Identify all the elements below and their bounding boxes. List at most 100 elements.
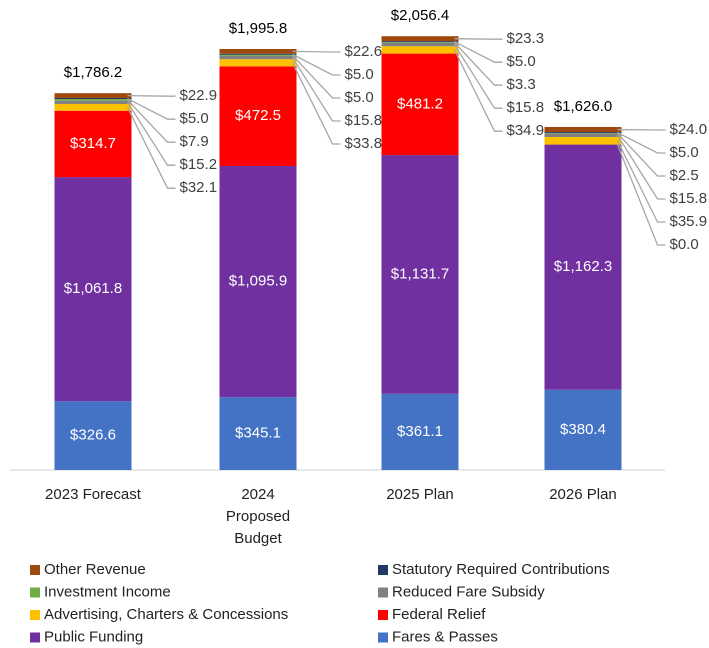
leader-line xyxy=(127,94,176,97)
callout-label: $5.0 xyxy=(180,110,209,127)
leader-line xyxy=(454,42,503,86)
legend-label: Reduced Fare Subsidy xyxy=(392,583,545,600)
leader-line xyxy=(617,132,666,177)
legend-label: Public Funding xyxy=(44,628,143,645)
leader-line xyxy=(454,41,503,63)
leader-line xyxy=(126,107,176,189)
bar-segment xyxy=(381,42,459,43)
bar-segment xyxy=(381,53,459,156)
bar-segment xyxy=(544,132,622,134)
callout-label: $22.6 xyxy=(345,43,383,60)
callout-label: $15.8 xyxy=(507,99,545,116)
legend-swatch xyxy=(378,632,388,643)
x-tick-label: 2023 Forecast xyxy=(45,486,141,503)
bar-segment xyxy=(219,54,297,56)
value-label: $1,061.8 xyxy=(64,280,122,297)
value-label: $481.2 xyxy=(397,95,443,112)
bar-segment xyxy=(381,393,459,470)
leader-line xyxy=(617,132,666,154)
leader-line xyxy=(127,99,176,143)
value-label: $1,131.7 xyxy=(391,265,449,282)
bar-segment xyxy=(381,46,459,54)
x-tick-label: 2025 Plan xyxy=(386,486,454,503)
callout-label: $3.3 xyxy=(507,76,536,93)
bar-segment xyxy=(219,53,297,55)
bar-segment xyxy=(54,93,132,99)
bar-segment xyxy=(544,127,622,133)
leader-line xyxy=(292,50,341,53)
bar-segment xyxy=(219,66,297,167)
callout-label: $5.0 xyxy=(670,144,699,161)
legend-label: Fares & Passes xyxy=(392,628,498,645)
bar-segment xyxy=(544,133,622,134)
value-label: $1,095.9 xyxy=(229,273,287,290)
callout-label: $23.3 xyxy=(507,30,545,47)
callout-label: $7.9 xyxy=(180,133,209,150)
leader-line xyxy=(292,53,341,76)
legend-swatch xyxy=(378,565,388,575)
bar-segment xyxy=(381,41,459,43)
legend-swatch xyxy=(378,610,388,620)
value-label: $472.5 xyxy=(235,107,281,124)
leader-line xyxy=(453,49,503,132)
leader-line xyxy=(292,54,341,99)
bar-segment xyxy=(54,110,132,178)
bar-segment xyxy=(54,100,132,104)
legend-label: Advertising, Charters & Concessions xyxy=(44,606,288,623)
total-label: $1,626.0 xyxy=(554,98,612,115)
bar-segment xyxy=(219,397,297,470)
bar-segment xyxy=(54,98,132,100)
value-label: $326.6 xyxy=(70,427,116,444)
leader-line xyxy=(616,144,666,246)
callout-label: $5.0 xyxy=(345,89,374,106)
legend-label: Statutory Required Contributions xyxy=(392,561,610,578)
leader-line xyxy=(454,38,503,40)
callout-label: $32.1 xyxy=(180,179,218,196)
value-label: $361.1 xyxy=(397,423,443,440)
legend-swatch xyxy=(30,587,40,598)
leader-line xyxy=(127,97,176,120)
callout-label: $2.5 xyxy=(670,167,699,184)
value-label: $345.1 xyxy=(235,425,281,442)
bar-segment xyxy=(54,401,132,470)
legend-swatch xyxy=(378,587,388,598)
value-label: $380.4 xyxy=(560,421,606,438)
bar-segment xyxy=(544,133,622,137)
callout-label: $35.9 xyxy=(670,213,708,230)
bar-segment xyxy=(54,177,132,402)
callout-label: $33.8 xyxy=(345,135,383,152)
bar-segment xyxy=(381,36,459,42)
bar-segment xyxy=(54,103,132,111)
legend-label: Investment Income xyxy=(44,583,171,600)
leader-line xyxy=(616,134,666,200)
callout-label: $0.0 xyxy=(670,236,699,253)
legend-label: Federal Relief xyxy=(392,606,486,623)
leader-line xyxy=(126,102,176,166)
bar-segment xyxy=(381,155,459,394)
x-tick-label: 2024 Proposed Budget xyxy=(225,486,291,547)
value-label: $314.7 xyxy=(70,135,116,152)
callout-label: $5.0 xyxy=(345,66,374,83)
bar-segment xyxy=(219,166,297,398)
legend-swatch xyxy=(30,610,40,620)
value-label: $1,162.3 xyxy=(554,258,612,275)
bar-segment xyxy=(219,55,297,60)
callout-label: $34.9 xyxy=(507,122,545,139)
callout-label: $15.8 xyxy=(345,112,383,129)
bar-segment xyxy=(544,389,622,470)
bar-segment xyxy=(544,144,622,390)
bar-segment xyxy=(219,59,297,67)
bar-segment xyxy=(544,136,622,145)
legend-label: Other Revenue xyxy=(44,561,146,578)
bar-segment xyxy=(54,99,132,101)
callout-label: $5.0 xyxy=(507,53,536,70)
total-label: $2,056.4 xyxy=(391,7,449,24)
x-tick-label: 2026 Plan xyxy=(549,486,617,503)
callout-label: $24.0 xyxy=(670,121,708,138)
leader-line xyxy=(291,62,341,145)
total-label: $1,995.8 xyxy=(229,20,287,37)
legend-swatch xyxy=(30,565,40,575)
callout-label: $15.8 xyxy=(670,190,708,207)
